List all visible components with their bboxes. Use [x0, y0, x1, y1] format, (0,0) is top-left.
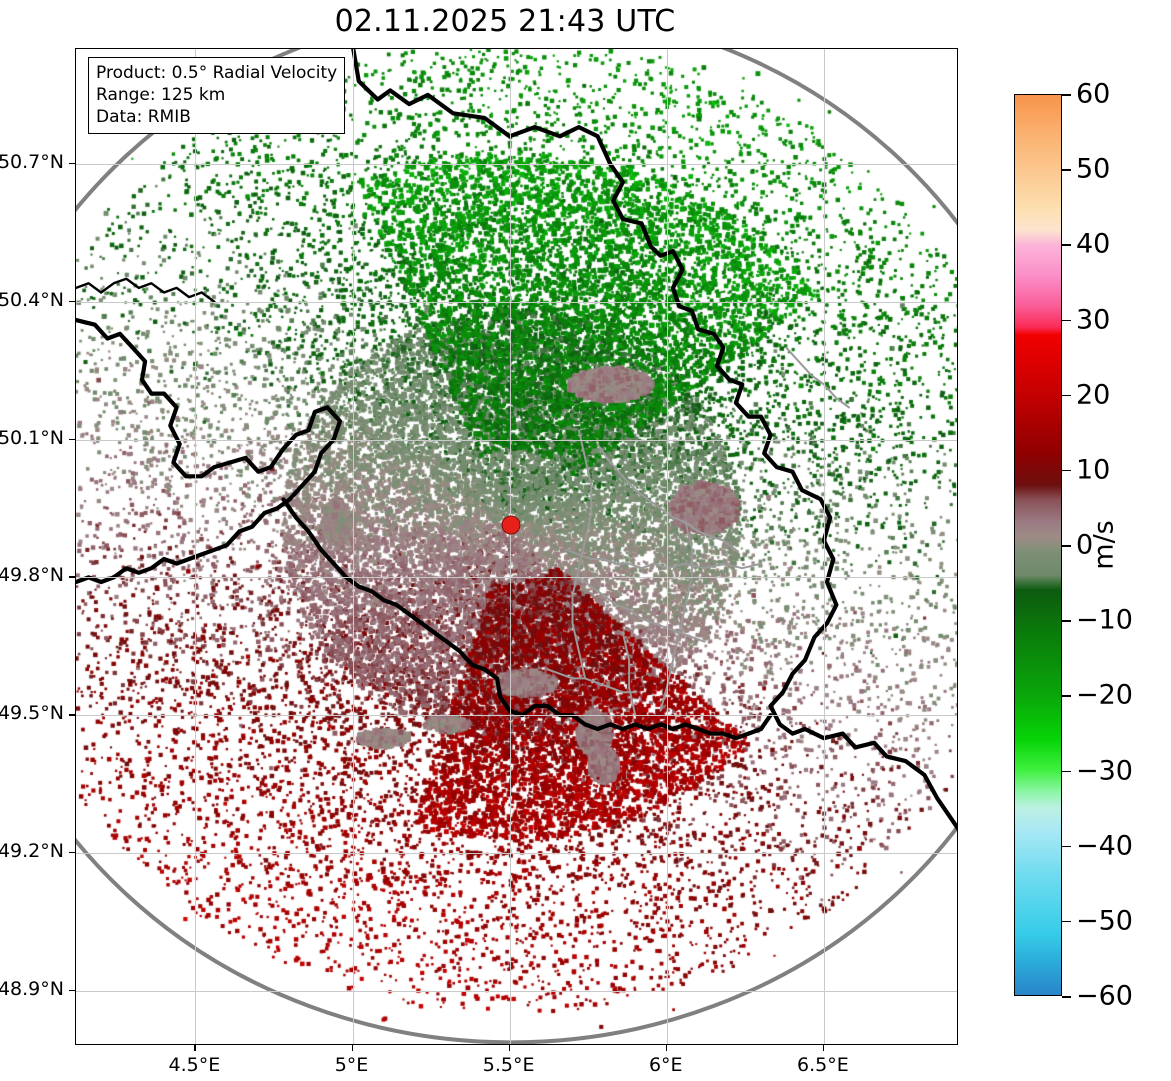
subregion-border-northeast [785, 346, 850, 409]
gridline-lat [76, 715, 957, 717]
y-axis-tick-mark [69, 438, 75, 440]
subregion-border-south [577, 576, 706, 643]
colorbar-tick-label: −50 [1076, 905, 1133, 937]
y-axis-tick-label: 49.2°N [0, 840, 64, 863]
colorbar-tick-label: 30 [1076, 304, 1111, 335]
y-axis-tick-label: 49.8°N [0, 564, 64, 587]
colorbar-tick-mark [1062, 469, 1071, 472]
gridline-lat [76, 990, 957, 992]
y-axis-tick-label: 50.4°N [0, 288, 64, 311]
colorbar-tick-label: −10 [1076, 604, 1133, 636]
gridline-lon [666, 49, 668, 1044]
x-axis-tick-mark [508, 1045, 511, 1051]
regional-border-northwest [76, 277, 216, 303]
y-axis-tick-mark [69, 989, 75, 992]
x-axis-tick-label: 5°E [334, 1054, 369, 1076]
info-data-source: Data: RMIB [96, 107, 191, 128]
colorbar: 60 50 40 30 20 10 0 −10 −20 −30 −40 −50 −60 [1014, 79, 1133, 1012]
x-axis-tick-mark [351, 1045, 353, 1051]
y-axis-tick-mark [69, 300, 75, 303]
x-axis-tick-label: 5.5°E [482, 1054, 535, 1076]
y-axis-tick-mark [69, 576, 75, 578]
y-axis-tick-mark [69, 852, 75, 854]
y-axis-tick-mark [69, 714, 75, 716]
x-axis-tick-label: 6.5°E [797, 1054, 849, 1076]
colorbar-tick-label: −30 [1076, 755, 1133, 786]
y-axis-tick-mark [69, 162, 75, 165]
national-border-east [351, 49, 957, 831]
colorbar-tick-label: 0 [1076, 529, 1094, 561]
x-axis-tick-mark [665, 1045, 668, 1051]
subregion-border-mid [565, 548, 762, 570]
subregion-border-vertical-east [659, 521, 693, 712]
x-axis-tick-label: 4.5°E [168, 1054, 221, 1076]
colorbar-tick-mark [1062, 169, 1071, 171]
x-axis-tick-label: 6°E [648, 1054, 683, 1076]
subregion-border-far-south [546, 668, 637, 694]
map-overlay-layer [76, 49, 957, 1044]
colorbar-tick-label: 40 [1076, 228, 1111, 260]
y-axis-tick-label: 50.7°N [0, 150, 64, 173]
colorbar-tick-mark [1062, 94, 1071, 96]
colorbar-tick-mark [1062, 394, 1071, 397]
gridline-lon [195, 49, 197, 1044]
colorbar-tick-label: 60 [1076, 78, 1111, 110]
colorbar-tick-mark [1062, 319, 1071, 322]
gridline-lat [76, 163, 957, 165]
national-border-west [76, 318, 343, 585]
gridline-lon [509, 49, 511, 1044]
y-axis-tick-label: 50.1°N [0, 426, 64, 449]
x-axis-tick-mark [822, 1045, 825, 1051]
colorbar-tick-label: −60 [1076, 980, 1133, 1012]
colorbar-tick-label: 20 [1076, 379, 1111, 411]
gridline-lon [352, 49, 354, 1044]
colorbar-gradient [1014, 94, 1062, 996]
colorbar-tick-label: −40 [1076, 830, 1133, 862]
info-product: Product: 0.5° Radial Velocity [96, 63, 338, 83]
product-info-box: Product: 0.5° Radial Velocity Range: 125… [88, 57, 346, 135]
radar-site-marker [501, 515, 521, 535]
colorbar-tick-mark [1062, 695, 1071, 697]
colorbar-tick-label: 50 [1076, 153, 1111, 185]
info-range: Range: 125 km [96, 85, 226, 106]
colorbar-tick-label: 10 [1076, 454, 1111, 486]
colorbar-tick-mark [1062, 920, 1071, 923]
y-axis-tick-label: 48.9°N [0, 977, 64, 1000]
subregion-border-vertical-west [571, 429, 593, 680]
y-axis-tick-label: 49.5°N [0, 702, 64, 725]
x-axis-tick-mark [194, 1045, 196, 1051]
colorbar-tick-mark [1062, 244, 1071, 246]
subregion-border-vertical-mid [621, 631, 637, 717]
radar-plot-panel [75, 48, 958, 1045]
plot-clip [76, 49, 957, 1044]
gridline-lat [76, 853, 957, 855]
colorbar-tick-mark [1062, 770, 1071, 773]
gridline-lat [76, 301, 957, 303]
national-border-south [281, 497, 773, 741]
gridline-lat [76, 577, 957, 579]
page-title: 02.11.2025 21:43 UTC [334, 4, 676, 39]
gridline-lat [76, 439, 957, 441]
colorbar-tick-label: −20 [1076, 679, 1133, 711]
colorbar-tick-mark [1062, 996, 1071, 998]
range-ring-125km [76, 49, 957, 1044]
colorbar-tick-mark [1062, 845, 1071, 848]
colorbar-tick-mark [1062, 545, 1071, 547]
gridline-lon [823, 49, 825, 1044]
colorbar-tick-mark [1062, 620, 1071, 622]
